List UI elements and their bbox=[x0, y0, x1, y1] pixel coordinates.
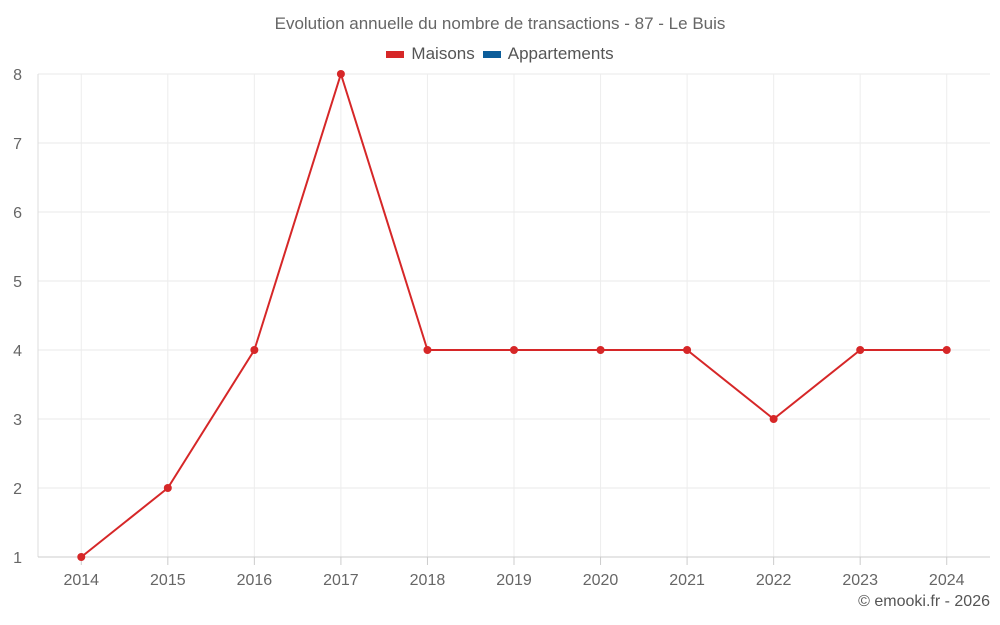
legend-swatch-appartements bbox=[482, 50, 501, 58]
data-point-maisons-2024 bbox=[942, 346, 951, 354]
legend-swatch-maisons bbox=[386, 50, 405, 58]
y-tick-label-2: 2 bbox=[13, 481, 22, 498]
data-point-maisons-2021 bbox=[683, 346, 692, 354]
y-tick-label-5: 5 bbox=[13, 274, 22, 291]
chart-title: Evolution annuelle du nombre de transact… bbox=[274, 14, 726, 33]
legend-item-appartements[interactable]: Appartements bbox=[482, 44, 614, 64]
axes bbox=[37, 74, 990, 565]
x-tick-label-2018: 2018 bbox=[410, 572, 446, 589]
x-tick-label-2023: 2023 bbox=[842, 572, 878, 589]
y-tick-label-1: 1 bbox=[13, 550, 22, 567]
x-tick-label-2024: 2024 bbox=[929, 572, 965, 589]
data-point-maisons-2020 bbox=[596, 346, 605, 354]
data-point-maisons-2023 bbox=[856, 346, 865, 354]
y-axis-labels: 1 2 3 4 5 6 7 8 bbox=[13, 67, 22, 567]
x-tick-label-2017: 2017 bbox=[323, 572, 359, 589]
x-tick-label-2020: 2020 bbox=[583, 572, 619, 589]
legend: Maisons Appartements bbox=[0, 44, 1000, 64]
data-point-maisons-2019 bbox=[510, 346, 518, 354]
y-tick-label-7: 7 bbox=[13, 136, 22, 153]
data-point-maisons-2017 bbox=[336, 70, 345, 78]
data-point-maisons-2016 bbox=[250, 346, 259, 354]
y-tick-label-3: 3 bbox=[13, 412, 22, 429]
legend-label-appartements: Appartements bbox=[507, 44, 614, 63]
x-tick-label-2015: 2015 bbox=[150, 572, 186, 589]
x-tick-label-2014: 2014 bbox=[63, 572, 99, 589]
x-tick-label-2016: 2016 bbox=[237, 572, 273, 589]
data-point-maisons-2022 bbox=[769, 415, 778, 423]
x-tick-label-2021: 2021 bbox=[669, 572, 705, 589]
x-tick-label-2019: 2019 bbox=[496, 572, 532, 589]
series-points bbox=[77, 70, 951, 561]
data-point-maisons-2018 bbox=[423, 346, 432, 354]
y-tick-label-6: 6 bbox=[13, 205, 22, 222]
x-tick-label-2022: 2022 bbox=[756, 572, 792, 589]
y-tick-label-8: 8 bbox=[13, 67, 22, 84]
legend-item-maisons[interactable]: Maisons bbox=[386, 44, 475, 64]
x-axis-labels: 2014 2015 2016 2017 2018 2019 2020 2021 2022 2023… bbox=[63, 572, 964, 589]
credits[interactable]: © emooki.fr - 2026 bbox=[858, 593, 990, 610]
y-tick-label-4: 4 bbox=[13, 343, 22, 360]
grid bbox=[38, 73, 990, 558]
legend-label-maisons: Maisons bbox=[411, 44, 475, 63]
data-point-maisons-2014 bbox=[77, 553, 86, 561]
data-point-maisons-2015 bbox=[163, 484, 172, 492]
